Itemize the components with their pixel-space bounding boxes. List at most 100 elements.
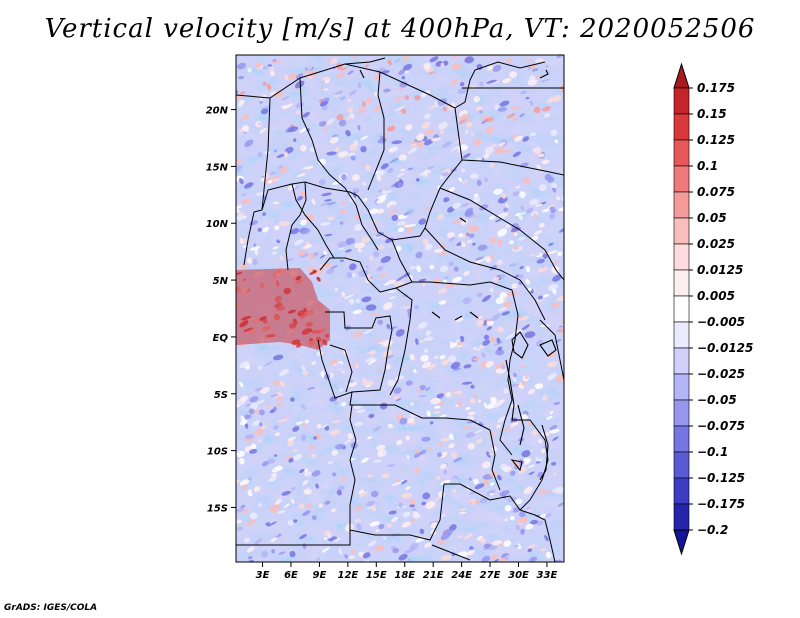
field-cell <box>352 309 363 315</box>
field-cell <box>389 157 399 164</box>
field-cell <box>238 99 245 105</box>
field-cell <box>279 255 284 261</box>
field-cell <box>403 549 414 554</box>
field-cell <box>458 177 463 183</box>
field-cell <box>458 507 467 511</box>
field-cell <box>520 90 527 95</box>
field-cell <box>465 406 471 411</box>
field-cell <box>409 504 415 508</box>
field-cell <box>252 258 258 266</box>
field-cell <box>473 193 479 198</box>
field-cell <box>338 388 344 392</box>
colorbar-label: 0.15 <box>697 107 727 121</box>
field-cell <box>543 490 551 494</box>
field-cell <box>337 150 349 158</box>
field-cell <box>308 252 315 260</box>
field-cell <box>497 346 503 351</box>
field-cell <box>503 149 513 153</box>
field-cell <box>409 265 416 270</box>
field-cell <box>414 305 419 310</box>
x-tick-label: 18E <box>394 570 415 581</box>
field-cell <box>398 154 407 161</box>
field-cell <box>260 387 270 394</box>
field-cell <box>460 240 466 248</box>
field-cell <box>255 62 262 69</box>
field-cell <box>315 557 321 561</box>
field-cell <box>368 413 375 419</box>
colorbar-swatch <box>673 165 690 193</box>
field-cell <box>339 209 348 215</box>
field-cell <box>471 84 477 90</box>
field-cell <box>499 490 510 497</box>
field-cell <box>502 301 512 308</box>
field-cell <box>549 206 555 211</box>
field-cell <box>445 391 452 398</box>
political-borders <box>236 57 564 562</box>
field-cell <box>338 247 345 251</box>
field-cell <box>290 498 295 504</box>
field-cell <box>360 146 367 153</box>
field-cell <box>429 535 441 541</box>
field-cell <box>414 513 421 520</box>
field-cell <box>236 520 242 525</box>
chart-title: Vertical velocity [m/s] at 400hPa, VT: 2… <box>44 14 756 44</box>
field-cell <box>387 167 394 174</box>
field-cell <box>467 442 476 450</box>
field-cell <box>267 180 273 184</box>
field-cell <box>425 206 430 210</box>
field-cell <box>317 536 322 540</box>
field-cell <box>321 547 330 553</box>
field-cell <box>394 375 405 381</box>
field-cell <box>414 95 421 101</box>
field-cell <box>394 96 405 101</box>
field-cell <box>485 126 494 134</box>
field-cell <box>254 486 261 492</box>
field-cell <box>251 176 262 184</box>
field-cell <box>505 554 515 559</box>
field-cell <box>535 203 544 207</box>
field-cell <box>496 238 503 246</box>
field-cell <box>354 505 363 512</box>
field-cell <box>519 510 526 518</box>
field-cell <box>490 80 499 84</box>
field-cell <box>324 500 331 505</box>
field-cell <box>266 83 272 91</box>
colorbar-label: −0.175 <box>697 497 745 511</box>
field-cell <box>525 59 532 63</box>
field-cell <box>301 404 306 410</box>
field-cell <box>441 514 446 517</box>
field-cell <box>339 259 345 262</box>
field-cell <box>354 224 363 231</box>
field-cell <box>283 503 290 509</box>
field-cell <box>318 527 323 533</box>
field-cell <box>535 461 541 464</box>
field-cell <box>472 242 476 246</box>
field-cell <box>293 138 297 142</box>
field-cell <box>298 127 308 134</box>
field-cell <box>462 180 468 184</box>
field-cell <box>251 489 256 495</box>
x-tick-label: 21E <box>423 570 444 581</box>
field-cell <box>337 241 348 248</box>
field-cell <box>401 521 411 528</box>
field-cell <box>362 559 370 562</box>
field-cell <box>424 129 435 135</box>
field-cell <box>553 401 561 405</box>
field-cell <box>474 499 480 505</box>
field-cell <box>262 81 267 86</box>
field-cell <box>448 524 457 532</box>
field-cell <box>508 89 519 97</box>
field-cell <box>335 147 340 152</box>
field-cell <box>348 89 357 96</box>
field-cell <box>429 105 437 110</box>
field-cell <box>336 489 342 496</box>
colorbar-swatch <box>673 477 690 505</box>
field-cell <box>287 519 294 526</box>
field-cell <box>357 82 362 89</box>
field-cell <box>311 470 321 477</box>
field-cell <box>558 227 564 233</box>
field-cell <box>236 165 243 171</box>
field-cell <box>396 275 406 282</box>
field-cell <box>512 151 522 158</box>
